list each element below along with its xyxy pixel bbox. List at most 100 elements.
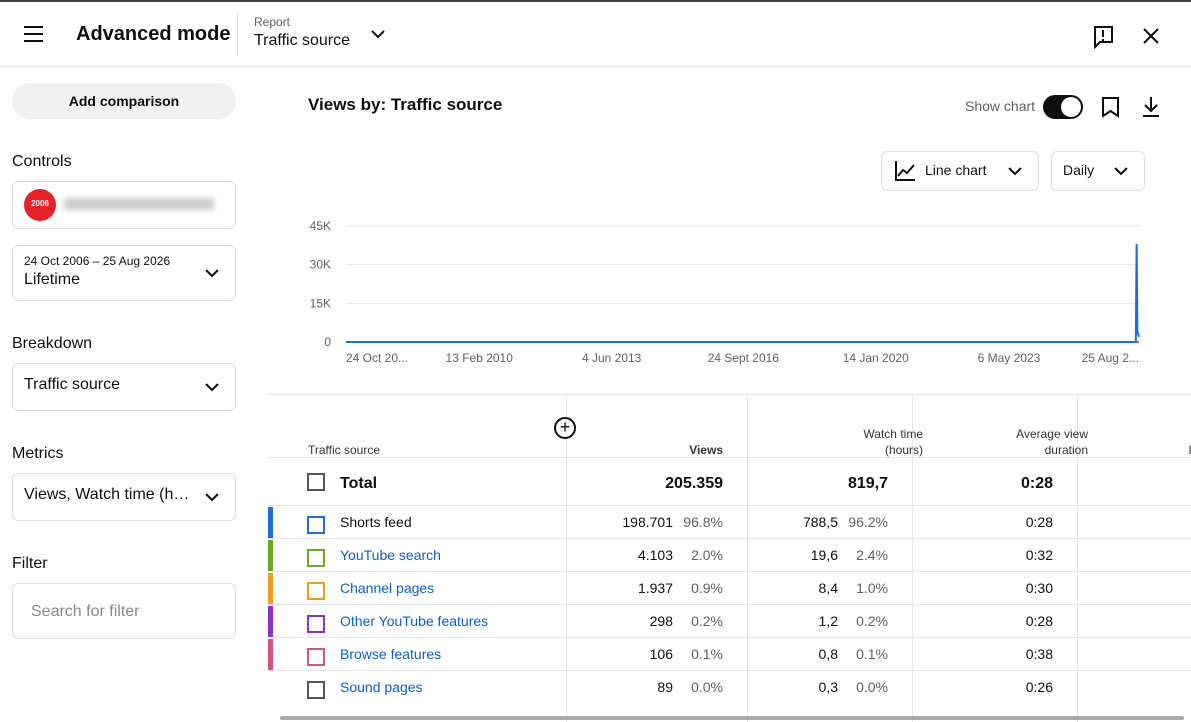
- section-label: Filter: [12, 555, 48, 572]
- column-header: Watch time: [863, 427, 923, 441]
- row-label[interactable]: YouTube search: [340, 547, 441, 563]
- chevron: [205, 493, 219, 502]
- line-chart-icon: [895, 161, 915, 181]
- watch-time: 19,6: [810, 547, 838, 563]
- avg-duration: 0:28: [1025, 613, 1053, 629]
- avg-duration: 0:32: [1025, 547, 1053, 563]
- column-divider: [912, 395, 913, 722]
- watch-time: 0,8: [818, 646, 838, 662]
- show-chart-toggle[interactable]: [1043, 95, 1083, 119]
- row-divider: [268, 571, 1191, 572]
- checkbox[interactable]: [307, 648, 325, 666]
- app-title: Advanced mode: [76, 23, 231, 45]
- channel-logo: 2006: [24, 189, 56, 221]
- chart-type-value: Line chart: [925, 162, 987, 178]
- close-button[interactable]: [1143, 28, 1159, 44]
- interval-select[interactable]: [1051, 151, 1145, 191]
- watch-time-share: 1.0%: [856, 580, 888, 596]
- add-comparison-button[interactable]: Add comparison: [12, 83, 236, 119]
- column-header: Average view: [1016, 427, 1088, 441]
- column-header: (hours): [884, 443, 923, 457]
- views: 89: [657, 679, 673, 695]
- views: 198.701: [622, 514, 673, 530]
- views-share: 0.0%: [691, 679, 723, 695]
- checkbox[interactable]: [307, 681, 325, 699]
- views: 1.937: [637, 580, 673, 596]
- checkbox[interactable]: [307, 582, 325, 600]
- show-chart-label: Show chart: [965, 98, 1036, 114]
- row-label[interactable]: Sound pages: [340, 679, 423, 695]
- section-label: Breakdown: [12, 335, 93, 352]
- menu-button[interactable]: [24, 26, 44, 42]
- report-dropdown[interactable]: [370, 29, 386, 39]
- avg-duration: 0:38: [1025, 646, 1053, 662]
- checkbox[interactable]: [307, 473, 325, 491]
- avg-duration: 0:30: [1025, 580, 1053, 596]
- row-label[interactable]: Browse features: [340, 646, 442, 662]
- watch-time-share: 0.2%: [856, 613, 888, 629]
- breakdown-value: Traffic source: [24, 376, 121, 393]
- header-divider: [0, 66, 1191, 67]
- column-header: Impressions: [1188, 443, 1191, 457]
- row-divider: [268, 538, 1191, 539]
- watch-time-share: 2.4%: [856, 547, 888, 563]
- row-color-bar: [268, 540, 273, 571]
- checkbox[interactable]: [307, 549, 325, 567]
- date-range: 24 Oct 2006 – 25 Aug 2026: [24, 254, 171, 268]
- views: 106: [649, 646, 673, 662]
- add-metric-button[interactable]: +: [554, 417, 576, 439]
- watch-time: 8,4: [818, 580, 838, 596]
- y-tick-label: 30K: [310, 258, 331, 272]
- section-label: Controls: [12, 153, 72, 170]
- breakdown-select[interactable]: [12, 363, 236, 411]
- total-value: 205.359: [665, 475, 723, 492]
- row-label[interactable]: Other YouTube features: [340, 613, 489, 629]
- row-label: Shorts feed: [340, 514, 412, 530]
- feedback-button[interactable]: [1091, 24, 1115, 50]
- row-label[interactable]: Channel pages: [340, 580, 435, 596]
- views: 4.103: [637, 547, 673, 563]
- total-value: 819,7: [847, 475, 888, 492]
- column-divider: [1077, 395, 1078, 722]
- metrics-select[interactable]: [12, 473, 236, 521]
- avg-duration: 0:26: [1025, 679, 1053, 695]
- filter-placeholder: Search for filter: [31, 603, 140, 620]
- row-divider: [268, 670, 1191, 671]
- watch-time: 0,3: [818, 679, 838, 695]
- row-divider: [268, 505, 1191, 506]
- chart-title: Views by: Traffic source: [308, 95, 503, 114]
- chevron: [1008, 167, 1022, 176]
- views-share: 96.8%: [683, 514, 723, 530]
- chevron: [205, 269, 219, 278]
- channel-name-blurred: [64, 198, 214, 210]
- checkbox[interactable]: [307, 516, 325, 534]
- scrollbar[interactable]: [280, 716, 1184, 720]
- views-share: 0.1%: [691, 646, 723, 662]
- avg-duration: 0:28: [1025, 514, 1053, 530]
- filter-input[interactable]: [12, 583, 236, 639]
- row-color-bar: [268, 573, 273, 604]
- x-tick-label: 4 Jun 2013: [582, 351, 642, 365]
- x-tick-label: 25 Aug 2...: [1082, 351, 1139, 365]
- views-share: 2.0%: [691, 547, 723, 563]
- row-color-bar: [268, 639, 273, 670]
- save-button[interactable]: [1101, 96, 1121, 118]
- report-label: Report: [254, 15, 291, 29]
- date-select[interactable]: [12, 245, 236, 301]
- y-tick-label: 15K: [310, 296, 331, 310]
- report-select[interactable]: Traffic source: [254, 32, 351, 49]
- series-line: [346, 244, 1140, 343]
- row-color-bar: [268, 606, 273, 637]
- y-tick-label: 45K: [310, 219, 331, 233]
- metrics-value: Views, Watch time (h…: [24, 486, 190, 503]
- checkbox[interactable]: [307, 615, 325, 633]
- views: 298: [649, 613, 673, 629]
- line-chart: 0 15K 30K 45K 24 Oct 20... 13 Feb 2010 4 Jun 2…: [310, 219, 1140, 365]
- x-tick-label: 24 Sept 2016: [708, 351, 780, 365]
- download-button[interactable]: [1141, 96, 1161, 118]
- views-share: 0.2%: [691, 613, 723, 629]
- y-tick-label: 0: [324, 335, 331, 349]
- watch-time-share: 96.2%: [848, 514, 888, 530]
- x-tick-label: 24 Oct 20...: [346, 351, 408, 365]
